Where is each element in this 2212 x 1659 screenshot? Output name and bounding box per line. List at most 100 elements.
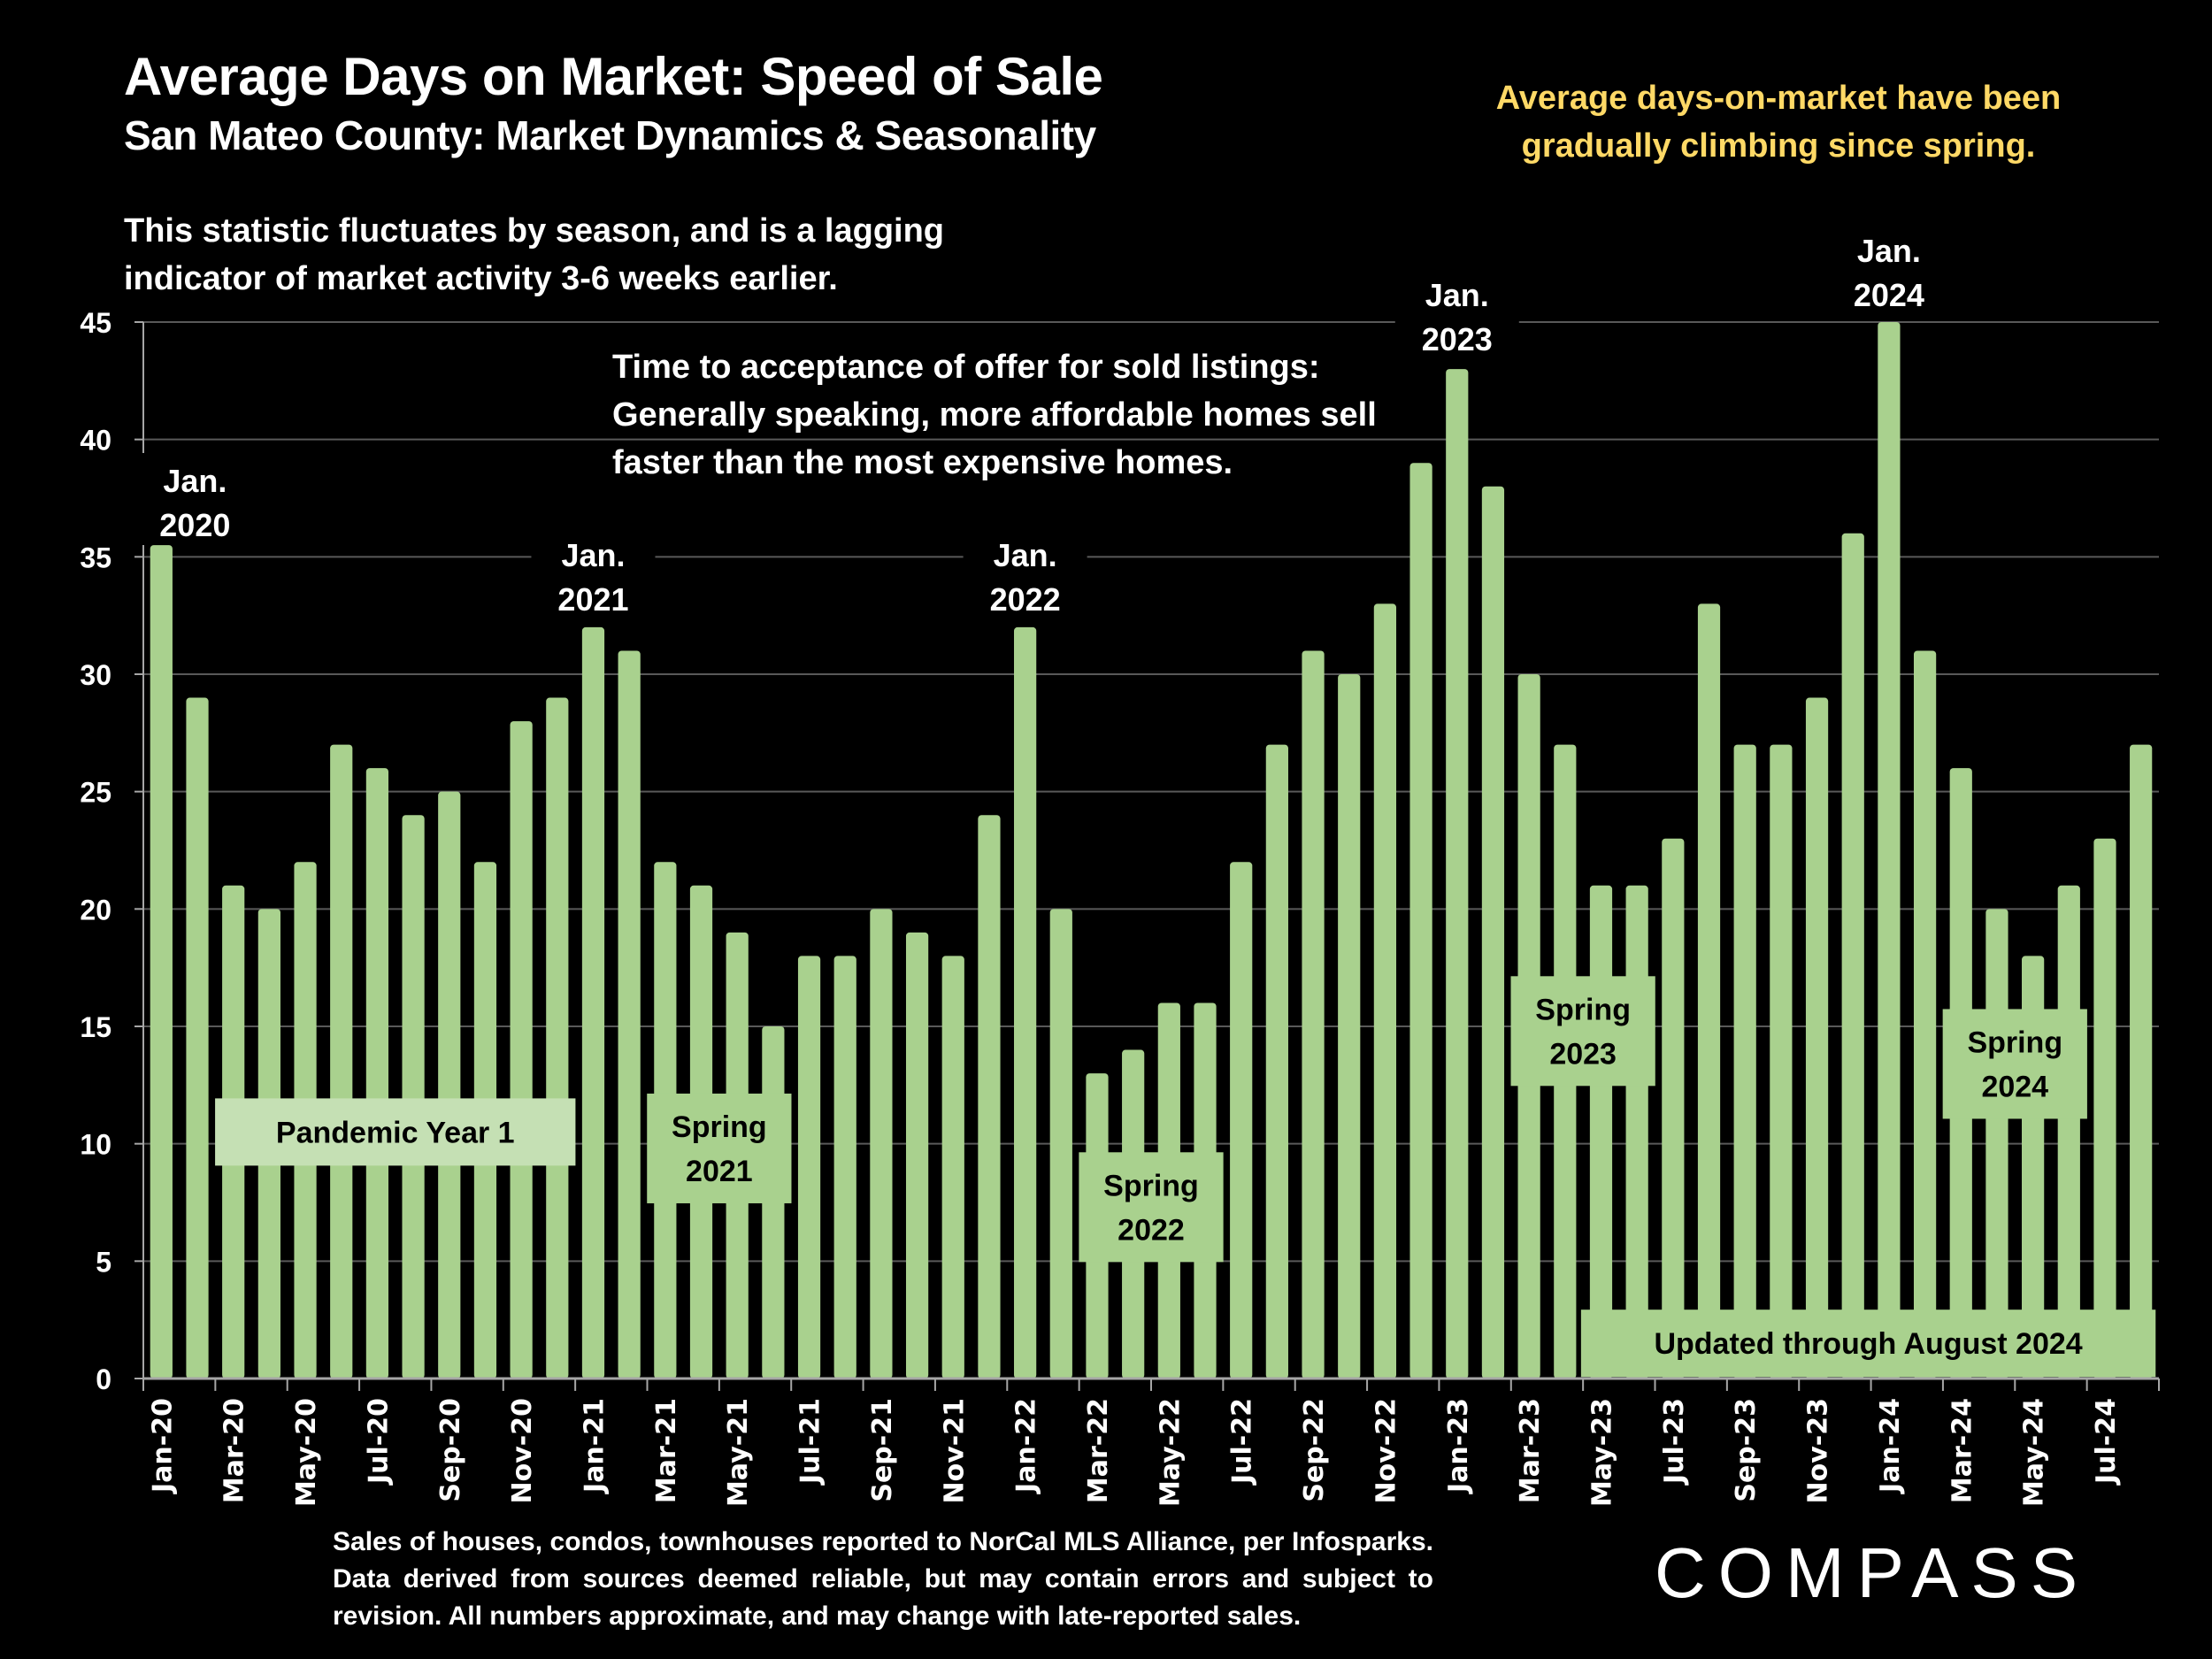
bar-Feb-20 [186, 697, 209, 1379]
annotation-label-pandemic: Pandemic Year 1 [276, 1116, 515, 1149]
x-tick-label: Mar-20 [219, 1398, 250, 1503]
x-tick-label: Jan-24 [1875, 1398, 1906, 1494]
bar-Jul-21 [797, 956, 821, 1379]
x-tick-label: May-20 [291, 1398, 322, 1507]
y-tick-label: 40 [80, 425, 111, 457]
annotation-box-spring2021 [647, 1093, 792, 1203]
annotation-label-spring2023: Spring [1535, 993, 1631, 1026]
annotation-label-spring2021: Spring [672, 1110, 767, 1144]
bar-Nov-20 [510, 721, 533, 1379]
peak-label-jan2020: 2020 [159, 507, 230, 543]
x-tick-label: Sep-21 [867, 1398, 898, 1502]
y-tick-label: 20 [80, 894, 111, 926]
x-tick-label: Jan-23 [1443, 1398, 1474, 1494]
x-tick-label: Jan-22 [1011, 1398, 1042, 1494]
annotation-label-updated: Updated through August 2024 [1654, 1327, 2082, 1361]
annotation-box-spring2024 [1942, 1009, 2087, 1119]
y-tick-label: 5 [96, 1246, 111, 1278]
bar-Sep-23 [1733, 744, 1756, 1379]
bar-Sep-22 [1302, 650, 1325, 1379]
source-footnote: Sales of houses, condos, townhouses repo… [333, 1527, 1433, 1631]
y-tick-label: 10 [80, 1129, 111, 1161]
x-tick-label: Jan-21 [579, 1398, 610, 1494]
x-tick-label: May-23 [1586, 1398, 1617, 1507]
bars [150, 322, 2153, 1379]
bar-Jul-20 [365, 768, 389, 1379]
annotation-label-spring2022: 2022 [1118, 1213, 1185, 1247]
peak-label-jan2023: Jan. [1425, 277, 1489, 313]
axes [134, 321, 2160, 1391]
compass-logo: COMPASS [1655, 1533, 2091, 1612]
peak-label-jan2023: 2023 [1422, 321, 1493, 357]
label-backing [531, 527, 656, 619]
peak-label-jan2021: Jan. [561, 537, 625, 573]
annotation-box-updated [1580, 1310, 2156, 1378]
bar-Nov-21 [941, 956, 964, 1379]
bar-Sep-21 [870, 909, 893, 1379]
x-tick-label: May-24 [2019, 1398, 2050, 1507]
bar-Feb-21 [618, 650, 641, 1379]
bar-Nov-23 [1805, 697, 1829, 1379]
peak-label-jan2020: Jan. [163, 463, 227, 499]
bar-Aug-24 [2130, 744, 2153, 1379]
label-backing [963, 527, 1087, 619]
peak-label-jan2021: 2021 [557, 581, 628, 618]
bar-Aug-20 [402, 815, 425, 1379]
bar-Apr-24 [1985, 909, 2008, 1379]
chart-title: Average Days on Market: Speed of Sale [124, 47, 1103, 106]
x-tick-label: May-22 [1155, 1398, 1186, 1507]
annotation-label-spring2023: 2023 [1549, 1037, 1617, 1071]
x-tick-label: Mar-21 [651, 1398, 682, 1503]
bar-Feb-22 [1049, 909, 1072, 1379]
bar-Oct-21 [905, 932, 929, 1379]
peak-label-jan2024: Jan. [1857, 233, 1921, 269]
bar-Dec-23 [1841, 533, 1864, 1379]
x-tick-label: Nov-20 [507, 1398, 538, 1503]
bar-Dec-22 [1409, 463, 1432, 1379]
bar-Jul-22 [1230, 862, 1253, 1379]
annotation-label-spring2021: 2021 [686, 1155, 753, 1188]
bar-Jun-24 [2057, 885, 2080, 1379]
peak-label-jan2022: Jan. [994, 537, 1057, 573]
annotation-box-spring2022 [1079, 1152, 1224, 1263]
y-tick-label: 30 [80, 659, 111, 691]
callout-text: Average days-on-market have been gradual… [1495, 80, 2062, 165]
x-tick-label: Sep-20 [435, 1398, 466, 1502]
bar-Sep-20 [438, 791, 461, 1379]
peak-label-jan2024: 2024 [1854, 277, 1924, 313]
bar-Oct-22 [1338, 674, 1361, 1379]
bar-Feb-24 [1913, 650, 1937, 1379]
bar-Jun-20 [330, 744, 353, 1379]
y-tick-label: 15 [80, 1011, 111, 1043]
annotation-label-spring2024: 2024 [1981, 1070, 2048, 1103]
x-tick-label: Jul-21 [795, 1398, 826, 1486]
bar-Jun-23 [1625, 885, 1648, 1379]
y-tick-labels: 0 5 10 15 20 25 30 35 40 45 [80, 307, 111, 1395]
x-tick-label: Nov-21 [939, 1398, 970, 1503]
annotations: Jan. 2020 Jan. 2021 Jan. 2022 Jan. 2023 Jan. 2024… [133, 223, 2156, 1378]
bar-Jan-20 [150, 545, 173, 1379]
bar-Feb-23 [1481, 486, 1505, 1379]
bar-May-23 [1589, 885, 1613, 1379]
x-tick-label: Nov-22 [1371, 1398, 1402, 1503]
x-tick-label: Mar-22 [1083, 1398, 1114, 1503]
bar-Jan-23 [1446, 369, 1469, 1379]
bar-Jan-24 [1878, 322, 1901, 1379]
bar-Jan-22 [1014, 626, 1037, 1379]
label-backing [133, 453, 257, 545]
label-backing [1826, 223, 1951, 315]
label-backing [1394, 267, 1519, 359]
bar-Jul-24 [2093, 838, 2116, 1379]
bar-Oct-23 [1770, 744, 1793, 1379]
x-tick-label: Jul-23 [1659, 1398, 1690, 1486]
x-tick-label: May-21 [723, 1398, 754, 1507]
x-tick-label: Jan-20 [147, 1398, 178, 1494]
bar-Jan-21 [581, 626, 605, 1379]
x-tick-label: Jul-20 [363, 1398, 394, 1486]
bar-Dec-21 [978, 815, 1001, 1379]
x-tick-labels: Jan-20 Mar-20 May-20 Jul-20 Sep-20 Nov-20 Jan-… [147, 1398, 2122, 1507]
y-tick-label: 25 [80, 777, 111, 809]
x-tick-label: Sep-22 [1299, 1398, 1330, 1502]
x-tick-label: Jul-24 [2091, 1398, 2122, 1486]
bar-Aug-23 [1697, 603, 1721, 1379]
